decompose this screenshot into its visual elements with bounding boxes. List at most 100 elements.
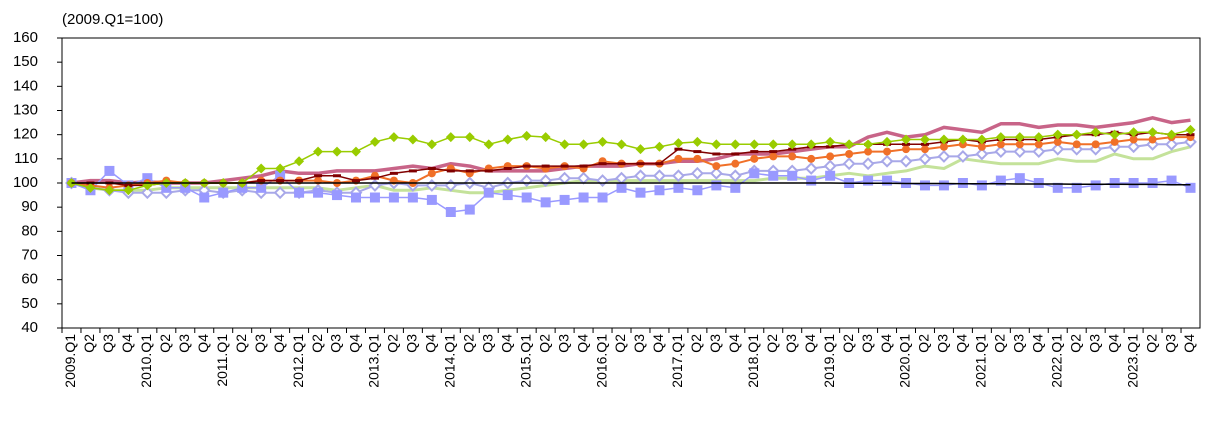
x-tick-label: 2014.Q1 xyxy=(442,334,458,388)
marker xyxy=(578,192,589,203)
x-tick-label: Q2 xyxy=(1067,334,1083,353)
marker xyxy=(1185,182,1196,193)
marker xyxy=(1071,182,1082,193)
x-tick-label: Q2 xyxy=(233,334,249,353)
marker xyxy=(483,187,494,198)
marker xyxy=(332,146,343,157)
x-tick-label: 2019.Q1 xyxy=(821,334,837,388)
marker xyxy=(654,141,665,152)
marker xyxy=(937,150,951,163)
marker xyxy=(844,139,855,150)
marker xyxy=(711,139,722,150)
marker xyxy=(975,147,989,161)
marker xyxy=(1091,140,1100,149)
marker xyxy=(654,185,665,196)
chart-title: (2009.Q1=100) xyxy=(62,11,163,28)
marker xyxy=(787,170,798,181)
marker xyxy=(996,140,1005,149)
marker xyxy=(1014,173,1025,184)
y-tick-label: 80 xyxy=(21,222,38,239)
x-tick-label: 2009.Q1 xyxy=(62,334,78,388)
x-tick-label: Q4 xyxy=(1029,334,1045,353)
marker xyxy=(825,136,836,147)
marker xyxy=(540,197,551,208)
marker xyxy=(1034,140,1043,149)
marker xyxy=(1128,127,1139,138)
marker xyxy=(256,163,267,174)
x-tick-label: 2022.Q1 xyxy=(1048,334,1064,388)
marker xyxy=(768,139,779,150)
marker xyxy=(1071,129,1082,140)
marker xyxy=(1015,140,1024,149)
marker xyxy=(256,182,267,193)
marker xyxy=(1090,127,1101,138)
x-tick-label: Q4 xyxy=(1181,334,1197,353)
marker xyxy=(882,175,893,186)
marker xyxy=(730,139,741,150)
marker xyxy=(350,192,361,203)
x-tick-label: 2013.Q1 xyxy=(366,334,382,388)
marker xyxy=(883,147,892,156)
y-tick-label: 100 xyxy=(13,174,38,191)
marker xyxy=(880,154,894,168)
x-tick-label: Q3 xyxy=(176,334,192,353)
y-tick-label: 140 xyxy=(13,77,38,94)
x-tick-label: 2015.Q1 xyxy=(517,334,533,388)
marker xyxy=(85,182,96,193)
marker xyxy=(1147,178,1158,188)
marker xyxy=(313,146,324,157)
marker xyxy=(559,194,570,205)
marker xyxy=(350,146,361,157)
marker xyxy=(918,152,932,166)
marker xyxy=(711,180,722,191)
marker xyxy=(1166,175,1177,186)
marker xyxy=(597,192,608,203)
marker xyxy=(920,145,929,154)
y-tick-label: 150 xyxy=(13,53,38,70)
marker xyxy=(864,147,873,156)
x-tick-label: Q3 xyxy=(707,334,723,353)
x-tick-label: Q2 xyxy=(81,334,97,353)
marker xyxy=(635,144,646,155)
marker xyxy=(1127,140,1141,154)
x-tick-label: Q3 xyxy=(555,334,571,353)
marker xyxy=(407,134,418,145)
y-tick-label: 130 xyxy=(13,101,38,118)
marker xyxy=(275,170,286,181)
marker xyxy=(369,192,380,203)
x-tick-label: Q4 xyxy=(878,334,894,353)
marker xyxy=(294,156,305,167)
marker xyxy=(902,145,911,154)
marker xyxy=(407,192,418,203)
marker xyxy=(673,182,684,193)
marker xyxy=(995,175,1006,186)
marker xyxy=(692,185,703,196)
x-tick-label: Q2 xyxy=(536,334,552,353)
marker xyxy=(938,180,949,191)
marker xyxy=(369,136,380,147)
marker xyxy=(690,166,704,180)
x-tick-label: Q3 xyxy=(479,334,495,353)
y-tick-label: 120 xyxy=(13,126,38,143)
x-tick-label: 2023.Q1 xyxy=(1124,334,1140,388)
marker xyxy=(464,204,475,215)
x-tick-label: Q2 xyxy=(916,334,932,353)
marker xyxy=(995,132,1006,143)
marker xyxy=(977,142,986,151)
y-tick-label: 70 xyxy=(21,246,38,263)
x-tick-label: Q2 xyxy=(1143,334,1159,353)
marker xyxy=(1165,137,1178,151)
x-tick-label: 2018.Q1 xyxy=(745,334,761,388)
series-line xyxy=(71,182,1191,186)
y-tick-label: 110 xyxy=(14,150,38,167)
marker xyxy=(825,170,836,181)
marker xyxy=(826,152,835,161)
x-tick-label: 2012.Q1 xyxy=(290,334,306,388)
marker xyxy=(919,134,930,145)
marker xyxy=(1013,145,1027,158)
marker xyxy=(635,187,646,198)
x-tick-label: 2020.Q1 xyxy=(897,334,913,388)
x-tick-label: Q4 xyxy=(119,334,135,353)
x-tick-label: Q2 xyxy=(688,334,704,353)
